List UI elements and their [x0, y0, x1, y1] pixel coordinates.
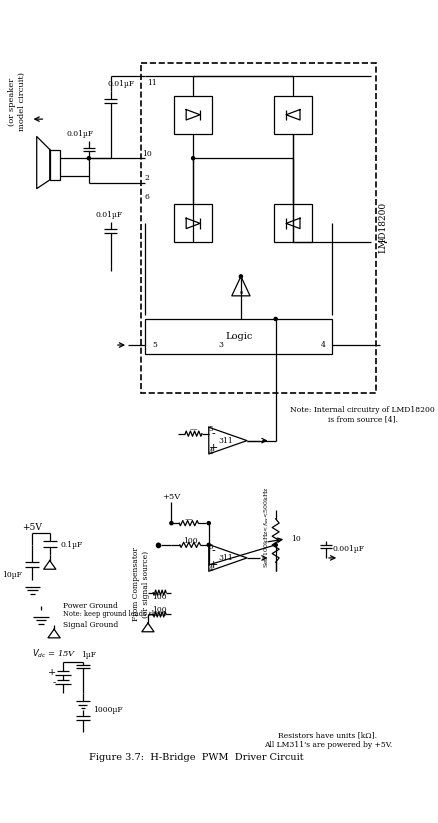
Text: 7: 7 — [378, 239, 383, 247]
Text: —: — — [185, 515, 193, 523]
Text: +5V: +5V — [22, 523, 42, 532]
Text: 4: 4 — [320, 341, 325, 349]
Circle shape — [156, 542, 161, 547]
Bar — [50, 150, 60, 180]
Text: 0.01µF: 0.01µF — [107, 81, 134, 88]
Text: 5: 5 — [208, 542, 213, 551]
Text: +: + — [48, 668, 56, 677]
Text: Logic: Logic — [225, 332, 252, 341]
Text: From Compensator
(or signal source): From Compensator (or signal source) — [132, 547, 150, 621]
Circle shape — [191, 156, 194, 160]
Text: 10: 10 — [142, 150, 152, 158]
Text: Resistors have units [kΩ].
All LM311's are powered by +5V.: Resistors have units [kΩ]. All LM311's a… — [264, 732, 392, 749]
Text: 4: 4 — [208, 565, 213, 573]
Text: 11: 11 — [148, 79, 157, 86]
Text: (or speaker
model circuit): (or speaker model circuit) — [8, 72, 25, 131]
Text: 0.01µF: 0.01µF — [67, 130, 94, 138]
Circle shape — [239, 275, 243, 278]
Text: 2: 2 — [145, 174, 149, 182]
Text: 3: 3 — [219, 341, 224, 349]
Polygon shape — [186, 218, 200, 229]
Text: -: - — [211, 546, 215, 556]
Bar — [274, 204, 312, 243]
Text: Power Ground: Power Ground — [63, 602, 118, 610]
Circle shape — [274, 318, 277, 320]
Text: 6: 6 — [145, 193, 149, 202]
Text: Figure 3.7:  H-Bridge  PWM  Driver Circuit: Figure 3.7: H-Bridge PWM Driver Circuit — [89, 753, 304, 762]
Text: 311: 311 — [219, 437, 233, 444]
Circle shape — [274, 543, 277, 546]
Polygon shape — [232, 277, 250, 295]
Text: 10µF: 10µF — [2, 571, 22, 579]
Text: 0.1µF: 0.1µF — [60, 541, 82, 549]
Text: -: - — [53, 677, 56, 686]
Text: 10: 10 — [291, 535, 301, 543]
Polygon shape — [209, 545, 247, 571]
Text: Set 100kHz<$f_{sw}$<500kHz: Set 100kHz<$f_{sw}$<500kHz — [262, 486, 272, 569]
Text: +: + — [208, 443, 218, 453]
Text: o: o — [239, 291, 243, 295]
Circle shape — [207, 522, 210, 525]
Polygon shape — [286, 109, 300, 120]
Text: Note: Internal circuitry of LMD18200
is from source [4].: Note: Internal circuitry of LMD18200 is … — [290, 406, 435, 423]
Text: 100: 100 — [152, 593, 167, 601]
Text: 5: 5 — [152, 341, 157, 349]
Text: +: + — [208, 560, 218, 570]
Circle shape — [87, 156, 90, 160]
Bar — [274, 95, 312, 134]
Text: +5V: +5V — [162, 493, 180, 501]
Text: 4: 4 — [208, 448, 213, 456]
Text: Note: keep ground leads short: Note: keep ground leads short — [63, 611, 166, 618]
Text: $V_{dc}$ = 15V: $V_{dc}$ = 15V — [32, 647, 77, 660]
Text: -: - — [211, 429, 215, 439]
Text: 100: 100 — [183, 537, 198, 545]
Text: 1000µF: 1000µF — [93, 706, 123, 714]
Text: 311: 311 — [219, 554, 233, 562]
Polygon shape — [186, 109, 200, 120]
Text: —: — — [190, 425, 198, 434]
Bar — [141, 63, 376, 393]
Circle shape — [157, 543, 160, 546]
Circle shape — [207, 543, 210, 546]
Text: 100: 100 — [152, 606, 167, 614]
Text: 0.01µF: 0.01µF — [95, 211, 122, 219]
Bar — [174, 95, 212, 134]
Polygon shape — [286, 218, 300, 229]
Text: 5: 5 — [208, 425, 213, 434]
Polygon shape — [37, 137, 50, 188]
Text: 1µF: 1µF — [81, 651, 96, 659]
Bar — [145, 319, 332, 354]
Bar — [174, 204, 212, 243]
Polygon shape — [209, 427, 247, 454]
Text: Signal Ground: Signal Ground — [63, 621, 118, 629]
Text: 0.001µF: 0.001µF — [332, 545, 364, 553]
Text: LMD18200: LMD18200 — [378, 202, 387, 253]
Circle shape — [170, 522, 173, 525]
